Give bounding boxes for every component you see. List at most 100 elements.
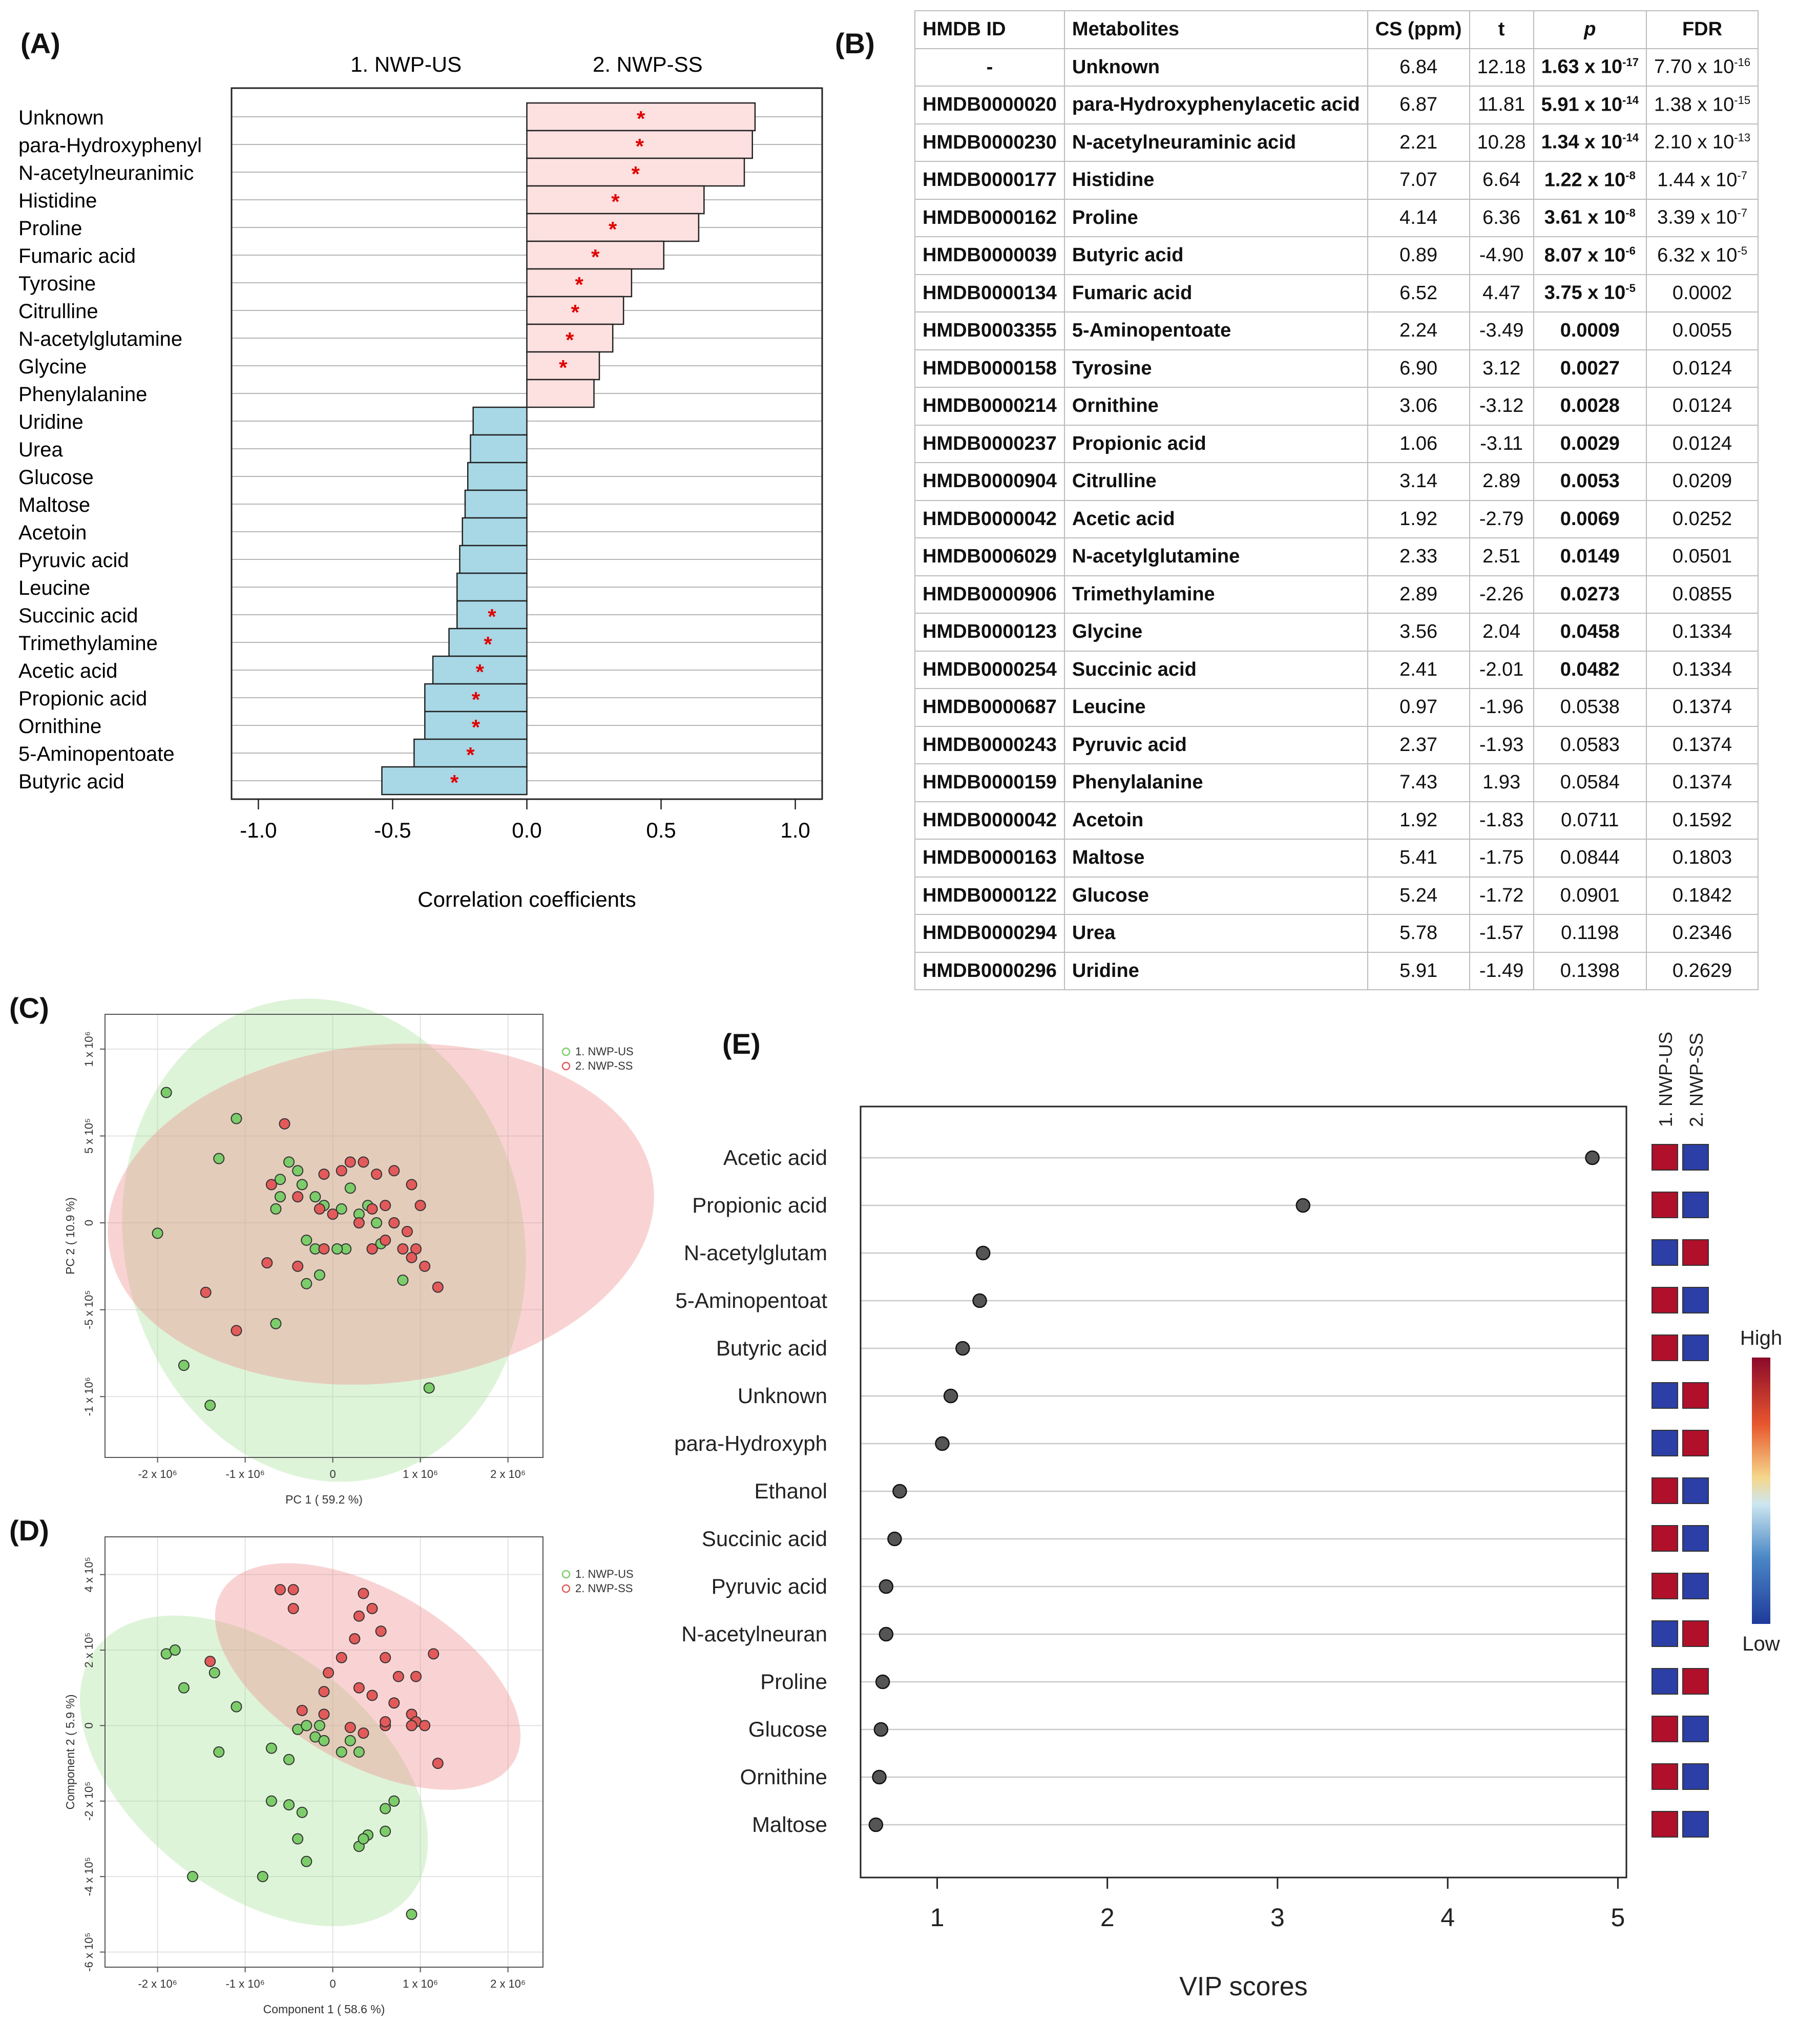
table-row: HMDB0000906 Trimethylamine 2.89 -2.26 0.0273…	[914, 575, 1759, 614]
table-row: HMDB0000243 Pyruvic acid 2.37 -1.93 0.0583 0.…	[914, 725, 1759, 764]
metabolite-table: HMDB ID Metabolites CS (ppm) t p FDR - Unknown…	[914, 10, 1759, 990]
ss-point	[358, 1156, 369, 1168]
table-cell: 0.0901	[1533, 876, 1647, 915]
table-cell: 0.0069	[1533, 499, 1647, 538]
table-cell: 0.1334	[1645, 650, 1759, 689]
correlation-bar	[424, 711, 528, 740]
vip-point	[975, 1245, 991, 1261]
legend-ss-label: 2. NWP-SS	[575, 1059, 633, 1072]
vip-point	[887, 1531, 902, 1547]
table-row: HMDB0000163 Maltose 5.41 -1.75 0.0844 0.1803	[914, 839, 1759, 878]
colorbar-low-label: Low	[1742, 1633, 1780, 1655]
us-point	[265, 1795, 277, 1807]
metabolite-label: Succinic acid	[18, 604, 138, 627]
vip-metabolite-label: Proline	[760, 1670, 827, 1694]
ss-point	[388, 1165, 400, 1177]
vip-metabolite-label: para-Hydroxyph	[674, 1431, 827, 1455]
table-cell: 1.93	[1469, 763, 1534, 802]
correlation-bar	[526, 213, 700, 242]
ss-point	[344, 1722, 356, 1734]
us-point	[275, 1174, 286, 1185]
table-row: HMDB0000042 Acetoin 1.92 -1.83 0.0711 0.1592	[914, 801, 1759, 840]
metabolite-label: Uridine	[18, 411, 83, 433]
table-row: HMDB0000214 Ornithine 3.06 -3.12 0.0028 0.012…	[914, 387, 1759, 426]
metabolite-label: Tyrosine	[18, 273, 96, 295]
ss-point	[296, 1704, 308, 1716]
table-cell: 5.41	[1367, 839, 1470, 878]
ss-point	[419, 1260, 431, 1272]
ss-point	[318, 1169, 330, 1180]
ss-point	[419, 1720, 431, 1732]
significance-star: *	[637, 107, 645, 131]
table-cell: Glycine	[1063, 613, 1368, 652]
table-cell: -2.01	[1469, 650, 1534, 689]
table-cell: -3.12	[1469, 387, 1534, 426]
x-axis-title: PC 1 ( 59.2 %)	[285, 1493, 363, 1506]
x-tick-label: 2 x 10⁶	[490, 1468, 526, 1480]
table-cell: 3.06	[1367, 387, 1470, 426]
heatmap-cell-ss	[1682, 1811, 1709, 1838]
table-cell: 0.0149	[1533, 537, 1647, 576]
table-cell: Histidine	[1063, 161, 1368, 200]
x-tick-label: 3	[1270, 1903, 1285, 1932]
us-point	[371, 1217, 383, 1229]
x-tick-label: -1 x 10⁶	[225, 1977, 264, 1990]
table-cell: 6.32 x 10-5	[1645, 236, 1759, 275]
table-cell: Butyric acid	[1063, 236, 1368, 275]
us-point	[358, 1833, 369, 1845]
ss-point	[336, 1652, 347, 1663]
table-cell: 6.84	[1367, 48, 1470, 87]
vip-score-plot: Acetic acid Propionic acid N-acetylglutam 5…	[674, 1032, 1782, 2001]
colorbar-high-label: High	[1740, 1327, 1782, 1349]
table-cell: HMDB0000159	[914, 763, 1065, 802]
x-tick-label: -2 x 10⁶	[138, 1468, 177, 1480]
table-cell: 0.0029	[1533, 424, 1647, 463]
table-row: HMDB0000294 Urea 5.78 -1.57 0.1198 0.2346	[914, 914, 1759, 953]
metabolite-label: para-Hydroxyphenyl	[18, 134, 202, 157]
correlation-bar	[470, 434, 528, 464]
us-point	[313, 1269, 325, 1281]
table-cell: -1.72	[1469, 876, 1534, 915]
correlation-bar	[526, 185, 705, 215]
table-cell: HMDB0000020	[914, 86, 1065, 124]
ss-point	[410, 1671, 422, 1682]
heatmap-cell-us	[1651, 1192, 1678, 1218]
y-tick-label: 4 x 10⁵	[82, 1557, 95, 1592]
us-point	[283, 1754, 295, 1765]
panel-label-d: (D)	[9, 1514, 49, 1547]
plot-border	[104, 1014, 543, 1458]
us-point	[423, 1382, 435, 1394]
ss-point	[358, 1588, 369, 1599]
confidence-ellipse	[122, 998, 526, 1482]
correlation-bar	[526, 268, 633, 298]
ss-point	[344, 1156, 356, 1168]
x-tick-label: -0.5	[374, 818, 411, 842]
table-cell: 0.0028	[1533, 387, 1647, 426]
significance-star: *	[632, 162, 640, 186]
metabolite-label: N-acetylglutamine	[18, 328, 182, 350]
metabolite-label: Maltose	[18, 494, 90, 516]
table-cell: 6.36	[1469, 198, 1534, 237]
us-point	[178, 1360, 190, 1371]
us-point	[301, 1855, 312, 1867]
significance-star: *	[472, 715, 480, 739]
metabolite-label: Leucine	[18, 577, 90, 599]
y-tick-label: 0	[82, 1220, 95, 1226]
metabolite-label: Ornithine	[18, 715, 101, 738]
x-tick-label: 2 x 10⁶	[490, 1977, 526, 1990]
us-point	[257, 1871, 268, 1883]
us-point	[231, 1701, 242, 1713]
table-cell: Acetoin	[1063, 801, 1368, 840]
ss-point	[410, 1243, 422, 1255]
x-tick-label: 2	[1100, 1903, 1115, 1932]
ss-point	[204, 1656, 216, 1667]
x-tick-label: 1	[930, 1903, 945, 1932]
x-tick-label: 0	[329, 1468, 336, 1480]
x-axis-title: Correlation coefficients	[417, 887, 636, 911]
table-cell: -1.57	[1469, 914, 1534, 953]
metabolite-label: Fumaric acid	[18, 245, 136, 267]
table-cell: 3.75 x 10-5	[1533, 274, 1647, 312]
heatmap-cell-us	[1651, 1811, 1678, 1838]
table-cell: 0.0583	[1533, 725, 1647, 764]
ss-point	[292, 1191, 304, 1203]
